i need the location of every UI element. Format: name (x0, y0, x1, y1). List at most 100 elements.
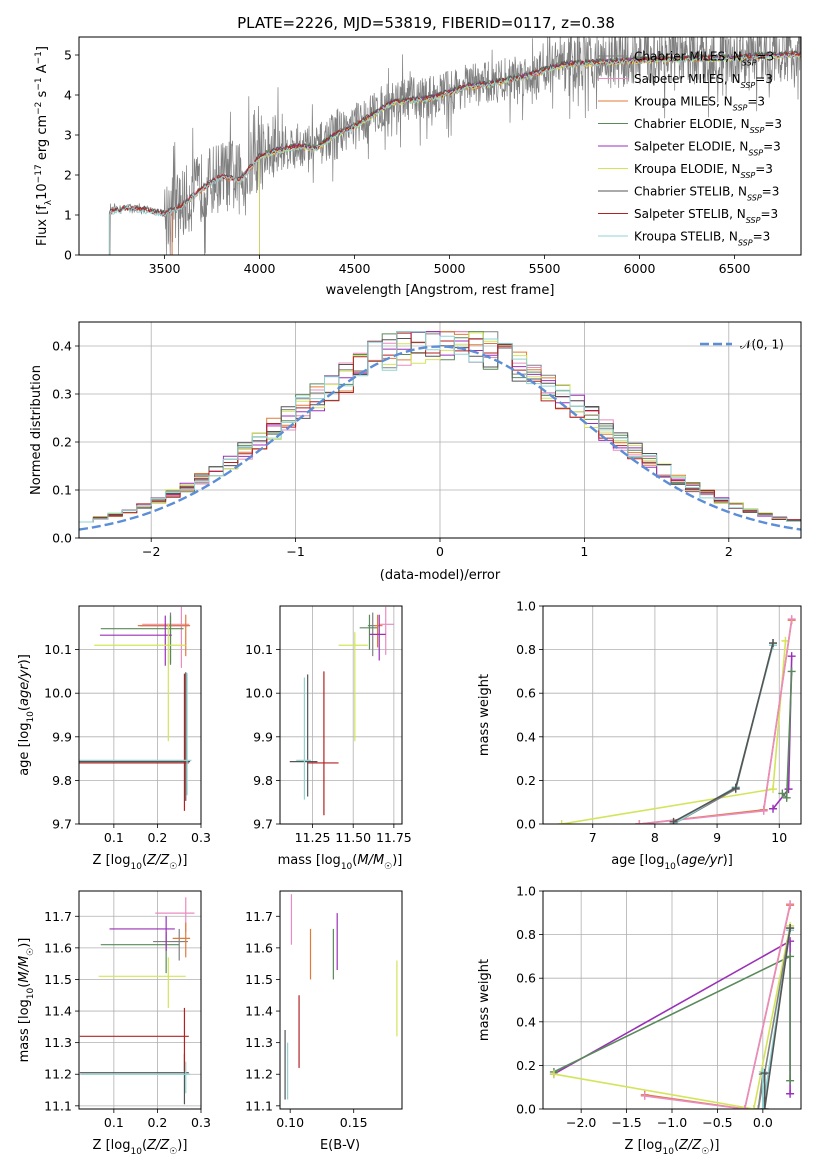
y-tick-label: 11.6 (245, 940, 273, 955)
spectrum-legend: Chabrier MILES, NSSP=3 Salpeter MILES, NS… (598, 50, 782, 247)
weight-age-plot: 7 8 9 10 0.0 0.2 0.4 0.6 0.8 1.0 age [log10(age/yr… (477, 599, 802, 872)
weight-line-chabrier_miles (673, 642, 774, 824)
residual-plot: −2 −1 0 1 2 0.0 0.1 0.2 0.3 0.4 (data-model)/error… (29, 321, 802, 583)
legend-entry: Chabrier MILES, NSSP=3 (634, 50, 774, 68)
mass-z-plot-marks (79, 897, 195, 1105)
age-z-plot-marks (79, 606, 192, 811)
x-tick-label: 1 (580, 544, 588, 559)
residual-plot-frame (78, 321, 802, 539)
residual-plot-marks (79, 331, 801, 538)
y-tick-label: 1 (64, 208, 72, 223)
weight-point-chabrier_stelib (760, 1105, 769, 1109)
weight-z-plot-frame (542, 890, 802, 1110)
weight-point-salpeter_miles (640, 1091, 649, 1100)
x-tick-label: 0.3 (191, 1115, 211, 1130)
x-tick-label: 0.2 (147, 1115, 167, 1130)
x-tick-label: 0.10 (276, 1115, 304, 1130)
residual-hist-kroupa_stelib (79, 331, 801, 538)
legend-entry: Kroupa MILES, NSSP=3 (634, 95, 765, 113)
y-tick-label: 11.3 (245, 1035, 273, 1050)
x-tick-label: 6500 (719, 261, 751, 276)
weight-point-chabrier_stelib (786, 924, 795, 933)
weight-z-plot-marks (549, 900, 795, 1109)
x-tick-label: 4500 (339, 261, 371, 276)
weight-line-kroupa_miles (639, 620, 793, 824)
x-tick-label: 0 (436, 544, 444, 559)
y-tick-label: 0.4 (516, 1014, 536, 1029)
weight-point-salpeter_elodie (786, 1089, 795, 1098)
axis-ylabel: age [log10(age/yr)] (17, 654, 36, 776)
mass-z-plot-frame (78, 890, 202, 1110)
weight-point-chabrier_stelib (669, 817, 678, 824)
y-tick-label: 0.8 (516, 927, 536, 942)
y-tick-label: 0.3 (52, 387, 72, 402)
y-tick-label: 10.1 (44, 642, 72, 657)
x-tick-label: −0.5 (702, 1115, 732, 1130)
x-tick-label: 11.75 (376, 830, 412, 845)
age-mass-plot-frame (279, 605, 403, 825)
weight-point-kroupa_elodie (549, 1070, 558, 1079)
y-tick-label: 11.2 (245, 1067, 273, 1082)
mass-z-plot: 0.1 0.2 0.3 11.1 11.2 11.3 11.4 11.5 11.6 11.7 Z [… (17, 890, 211, 1157)
legend-entry: Chabrier STELIB, NSSP=3 (634, 185, 779, 203)
y-tick-label: 9.7 (52, 817, 72, 832)
weight-point-chabrier_elodie (787, 667, 796, 676)
x-tick-label: 0.3 (191, 830, 211, 845)
y-tick-label: 11.3 (44, 1035, 72, 1050)
legend-entry: Salpeter STELIB, NSSP=3 (634, 207, 778, 225)
axis-xlabel: mass [log10(M/M☉)] (278, 853, 403, 872)
weight-z-plot: −2.0 −1.5 −1.0 −0.5 0.0 0.0 0.2 0.4 0.6 0.8 1.0 Z [… (477, 884, 802, 1157)
legend-entry: Kroupa ELODIE, NSSP=3 (634, 162, 773, 180)
axis-xlabel: age [log10(age/yr)] (611, 853, 733, 872)
weight-line-kroupa_elodie (561, 640, 787, 824)
weight-point-chabrier_stelib (760, 1069, 769, 1078)
model-spectrum-salpeter_stelib (108, 50, 801, 255)
x-tick-label: −2 (142, 544, 160, 559)
data-spectrum-line (107, 37, 801, 255)
axis-ylabel: mass weight (477, 674, 492, 756)
age-z-plot: 0.1 0.2 0.3 9.7 9.8 9.9 10.0 10.1 Z [log10(Z/Z☉)… (17, 605, 211, 872)
residual-ylabel: Normed distribution (29, 365, 44, 495)
weight-point-salpeter_miles (635, 820, 644, 824)
y-tick-label: 0.4 (52, 339, 72, 354)
age-mass-plot-marks (289, 606, 394, 816)
y-tick-label: 11.1 (44, 1098, 72, 1113)
weight-point-kroupa_stelib (758, 1067, 767, 1076)
x-tick-label: 7 (589, 830, 597, 845)
y-tick-label: 5 (64, 48, 72, 63)
figure-title: PLATE=2226, MJD=53819, FIBERID=0117, z=0… (237, 14, 615, 32)
spectrum-ylabel: Flux [fλ10−17 erg cm−2 s−1 A−1] (34, 46, 54, 246)
spectrum-plot-marks (107, 37, 801, 255)
axis-xlabel: Z [log10(Z/Z☉)] (625, 1138, 720, 1157)
weight-point-kroupa_elodie (769, 785, 778, 794)
y-tick-label: 11.7 (44, 909, 72, 924)
x-tick-label: 5500 (529, 261, 561, 276)
x-tick-label: 0.15 (340, 1115, 368, 1130)
weight-point-chabrier_stelib (769, 639, 778, 648)
y-tick-label: 11.6 (44, 940, 72, 955)
x-tick-label: 5000 (434, 261, 466, 276)
weight-point-salpeter_miles (740, 1105, 749, 1109)
x-tick-label: 4000 (244, 261, 276, 276)
x-tick-label: 11.50 (335, 830, 371, 845)
weight-point-chabrier_miles (754, 1105, 763, 1109)
y-tick-label: 3 (64, 128, 72, 143)
y-tick-label: 0.0 (52, 531, 72, 546)
weight-point-salpeter_elodie (769, 804, 778, 813)
age-mass-plot: 11.25 11.50 11.75 9.7 9.8 9.9 10.0 10.1 mass [lo… (245, 605, 412, 872)
x-tick-label: 11.25 (295, 830, 331, 845)
y-tick-label: 9.8 (253, 773, 273, 788)
y-tick-label: 0.2 (516, 773, 536, 788)
x-tick-label: −1.0 (657, 1115, 687, 1130)
axis-ylabel: mass weight (477, 959, 492, 1041)
y-tick-label: 9.9 (52, 729, 72, 744)
y-tick-label: 0.8 (516, 642, 536, 657)
y-tick-label: 11.5 (245, 972, 273, 987)
y-tick-label: 0.0 (516, 817, 536, 832)
weight-age-plot-frame (542, 605, 802, 825)
y-tick-label: 9.7 (253, 817, 273, 832)
legend-entry: Salpeter MILES, NSSP=3 (634, 72, 773, 90)
weight-point-salpeter_miles (759, 806, 768, 815)
weight-point-kroupa_elodie (749, 1105, 758, 1109)
y-tick-label: 9.9 (253, 729, 273, 744)
